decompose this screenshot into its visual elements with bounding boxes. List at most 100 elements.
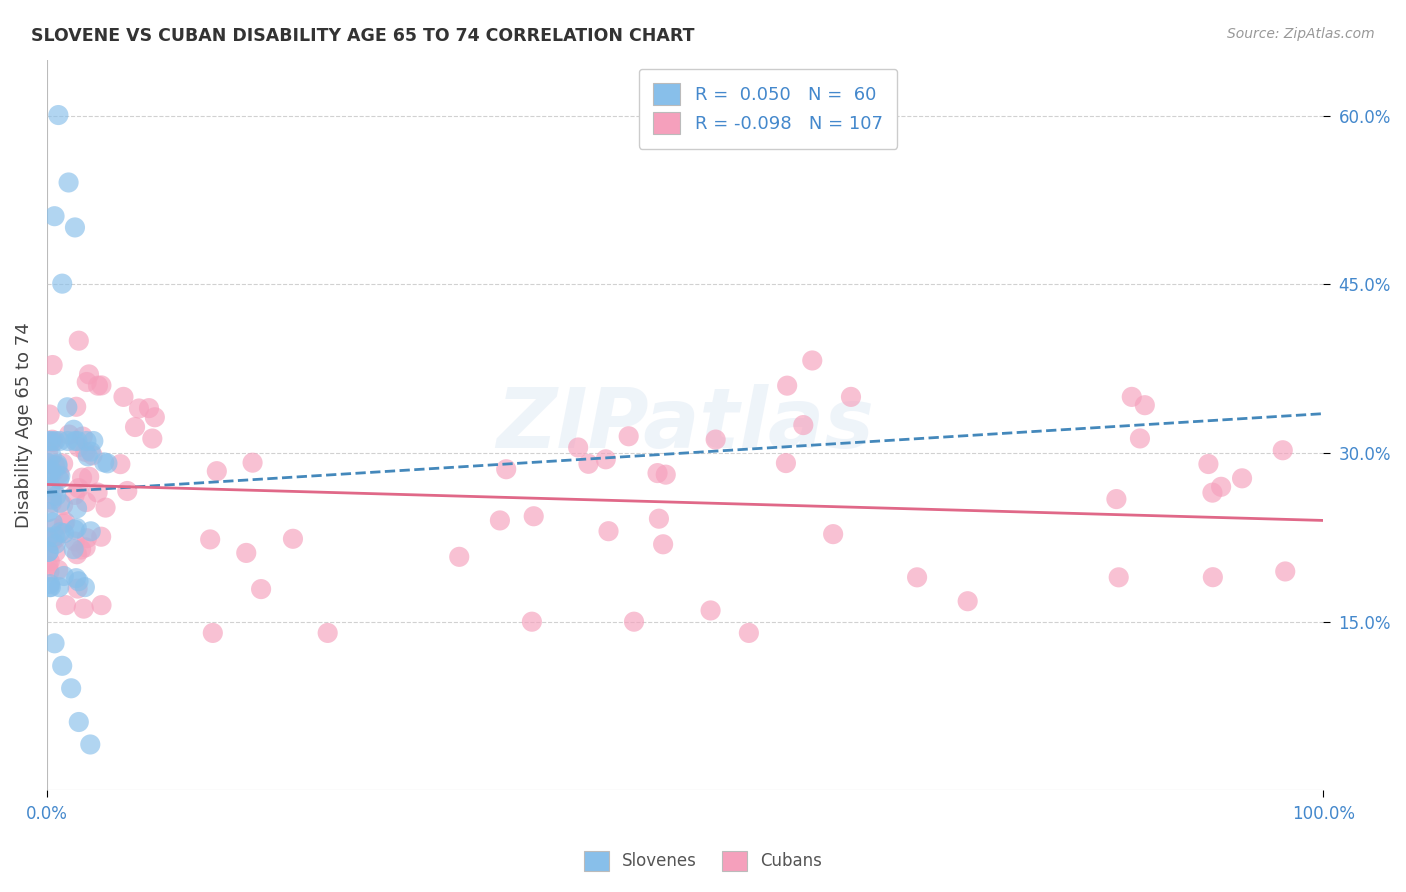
Point [1129, 432, 1152, 446]
Point [489, 513, 512, 527]
Point [38, 580, 60, 594]
Point [520, 615, 543, 629]
Point [86, 485, 108, 500]
Point [37, 434, 59, 448]
Point [704, 433, 727, 447]
Point [578, 457, 600, 471]
Point [595, 452, 617, 467]
Point [80, 524, 103, 539]
Point [52, 498, 75, 512]
Point [141, 432, 163, 446]
Point [37, 445, 59, 459]
Point [1271, 443, 1294, 458]
Text: SLOVENE VS CUBAN DISABILITY AGE 65 TO 74 CORRELATION CHART: SLOVENE VS CUBAN DISABILITY AGE 65 TO 74… [31, 27, 695, 45]
Point [41, 534, 63, 549]
Point [42, 465, 65, 479]
Point [63, 523, 86, 537]
Point [242, 456, 264, 470]
Point [647, 466, 669, 480]
Point [46, 563, 69, 577]
Point [1274, 565, 1296, 579]
Point [523, 509, 546, 524]
Point [48, 467, 70, 481]
Point [1121, 390, 1143, 404]
Point [63, 434, 86, 448]
Point [66, 521, 89, 535]
Point [53, 515, 76, 529]
Point [201, 626, 224, 640]
Point [44, 636, 66, 650]
Point [66, 501, 89, 516]
Point [652, 537, 675, 551]
Point [72, 429, 94, 443]
Point [124, 420, 146, 434]
Point [449, 549, 471, 564]
Point [38, 530, 60, 544]
Point [738, 626, 761, 640]
Point [45, 489, 67, 503]
Point [75, 495, 97, 509]
Point [567, 441, 589, 455]
Y-axis label: Disability Age 65 to 74: Disability Age 65 to 74 [15, 322, 32, 528]
Point [65, 571, 87, 585]
Text: Source: ZipAtlas.com: Source: ZipAtlas.com [1227, 27, 1375, 41]
Point [41, 358, 63, 372]
Point [617, 429, 640, 443]
Point [63, 220, 86, 235]
Point [37, 467, 59, 481]
Point [62, 423, 84, 437]
Point [82, 449, 104, 463]
Point [956, 594, 979, 608]
Point [67, 714, 90, 729]
Point [51, 658, 73, 673]
Point [1197, 457, 1219, 471]
Point [44, 458, 66, 472]
Point [93, 455, 115, 469]
Point [1108, 570, 1130, 584]
Point [905, 570, 928, 584]
Point [90, 530, 112, 544]
Point [58, 176, 80, 190]
Point [801, 353, 824, 368]
Point [66, 547, 89, 561]
Point [38, 554, 60, 568]
Point [775, 456, 797, 470]
Legend: Slovenes, Cubans: Slovenes, Cubans [575, 842, 831, 880]
Point [39, 577, 62, 591]
Point [143, 410, 166, 425]
Point [38, 408, 60, 422]
Point [65, 400, 87, 414]
Point [42, 483, 65, 498]
Point [198, 533, 221, 547]
Point [52, 516, 75, 531]
Point [699, 603, 721, 617]
Point [37, 457, 59, 471]
Point [90, 598, 112, 612]
Point [776, 378, 799, 392]
Point [112, 390, 135, 404]
Point [37, 505, 59, 519]
Point [495, 462, 517, 476]
Point [39, 467, 62, 482]
Point [87, 378, 110, 392]
Point [38, 545, 60, 559]
Point [46, 459, 69, 474]
Point [205, 464, 228, 478]
Point [90, 378, 112, 392]
Point [70, 471, 93, 485]
Legend: R =  0.050   N =  60, R = -0.098   N = 107: R = 0.050 N = 60, R = -0.098 N = 107 [638, 69, 897, 149]
Point [67, 574, 90, 589]
Point [77, 368, 100, 382]
Point [56, 401, 79, 415]
Point [60, 681, 83, 696]
Point [37, 558, 59, 573]
Point [76, 375, 98, 389]
Point [39, 434, 62, 448]
Point [1211, 480, 1233, 494]
Point [235, 546, 257, 560]
Point [1105, 491, 1128, 506]
Point [48, 108, 70, 122]
Point [63, 534, 86, 549]
Point [42, 434, 65, 449]
Point [316, 626, 339, 640]
